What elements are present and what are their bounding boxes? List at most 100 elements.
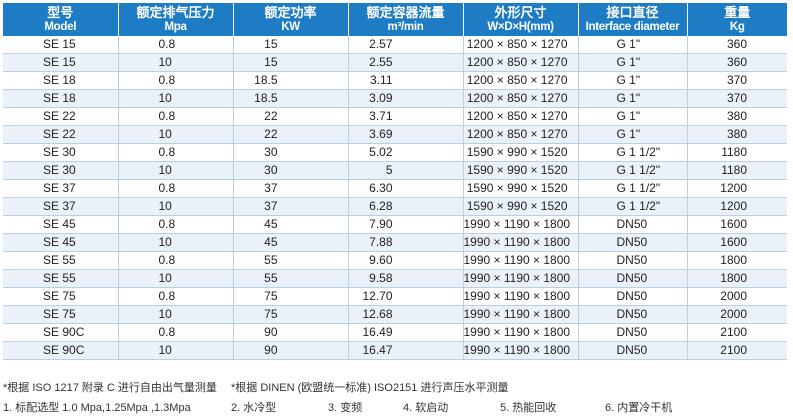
table-row: SE 90C 10 90 16.47 1990 × 1190 × 1800 DN50 210… [3,341,787,360]
cell-pressure: 10 [117,125,233,144]
cell-power: 22 [232,125,348,144]
cell-flow: 3.11 [347,71,463,90]
cell-model: SE 37 [3,179,118,198]
header-power-en: KW [281,20,300,33]
header-model-zh: 型号 [47,4,74,20]
cell-dimensions: 1590 × 990 × 1520 [462,161,578,180]
cell-power: 90 [232,341,348,360]
cell-power: 75 [232,305,348,324]
cell-weight: 360 [686,36,787,54]
cell-pressure: 10 [117,341,233,360]
cell-model: SE 15 [3,36,118,54]
cell-pressure: 0.8 [117,287,233,306]
cell-dimensions: 1990 × 1190 × 1800 [462,233,578,252]
cell-model: SE 37 [3,197,118,216]
cell-dimensions: 1590 × 990 × 1520 [462,143,578,162]
cell-model: SE 30 [3,161,118,180]
cell-dimensions: 1590 × 990 × 1520 [462,179,578,198]
cell-pressure: 0.8 [117,36,233,54]
cell-weight: 1800 [686,269,787,288]
cell-flow: 3.71 [347,107,463,126]
cell-dimensions: 1200 × 850 × 1270 [462,36,578,54]
footnote-line: *根据 ISO 1217 附录 C 进行自由出气量测量 *根据 DINEN (欧… [3,378,787,398]
table-row: SE 30 0.8 30 5.02 1590 × 990 × 1520 G 1 1/2" 1… [3,143,787,162]
cell-dimensions: 1990 × 1190 × 1800 [462,251,578,270]
cell-pressure: 0.8 [117,323,233,342]
cell-interface: G 1" [577,89,687,108]
header-pressure-en: Mpa [164,20,187,33]
header-flow-en: m³/min [387,20,424,33]
cell-dimensions: 1200 × 850 × 1270 [462,53,578,72]
header-dimensions: 外形尺寸 W×D×H(mm) [462,3,578,36]
cell-power: 45 [232,233,348,252]
cell-pressure: 0.8 [117,215,233,234]
cell-model: SE 22 [3,107,118,126]
cell-pressure: 0.8 [117,143,233,162]
feature-item: 5. 热能回收 [500,402,557,414]
table-row: SE 55 0.8 55 9.60 1990 × 1190 × 1800 DN50 1800 [3,251,787,270]
table-row: SE 15 0.8 15 2.57 1200 × 850 × 1270 G 1" 360 [3,36,787,54]
cell-interface: DN50 [577,233,687,252]
table-row: SE 37 0.8 37 6.30 1590 × 990 × 1520 G 1 1/2" 1… [3,179,787,198]
cell-model: SE 18 [3,89,118,108]
table-row: SE 22 0.8 22 3.71 1200 × 850 × 1270 G 1" 380 [3,107,787,126]
cell-weight: 360 [686,53,787,72]
cell-dimensions: 1990 × 1190 × 1800 [462,269,578,288]
cell-weight: 1600 [686,215,787,234]
cell-flow: 16.47 [347,341,463,360]
table-row: SE 55 10 55 9.58 1990 × 1190 × 1800 DN50 1800 [3,269,787,288]
cell-power: 30 [232,161,348,180]
feature-item: 4. 软启动 [403,402,449,414]
cell-power: 18.5 [232,89,348,108]
cell-model: SE 45 [3,233,118,252]
cell-interface: G 1" [577,71,687,90]
cell-interface: G 1" [577,36,687,54]
cell-model: SE 75 [3,287,118,306]
cell-interface: DN50 [577,323,687,342]
cell-flow: 5.02 [347,143,463,162]
table-row: SE 90C 0.8 90 16.49 1990 × 1190 × 1800 DN50 21… [3,323,787,342]
cell-flow: 7.88 [347,233,463,252]
header-flow-zh: 额定容器流量 [366,4,445,20]
header-interface-zh: 接口直径 [606,4,659,20]
notes: *根据 ISO 1217 附录 C 进行自由出气量测量 *根据 DINEN (欧… [3,378,787,418]
cell-flow: 2.55 [347,53,463,72]
cell-interface: DN50 [577,287,687,306]
cell-model: SE 55 [3,251,118,270]
cell-dimensions: 1990 × 1190 × 1800 [462,305,578,324]
cell-model: SE 90C [3,323,118,342]
cell-pressure: 0.8 [117,251,233,270]
cell-power: 45 [232,215,348,234]
cell-pressure: 10 [117,161,233,180]
footnote-iso2151: *根据 DINEN (欧盟统一标准) ISO2151 进行声压水平测量 [231,382,509,394]
header-weight-en: Kg [729,20,745,33]
spec-table-body: SE 15 0.8 15 2.57 1200 × 850 × 1270 G 1" 360 SE… [3,36,787,360]
cell-model: SE 22 [3,125,118,144]
cell-weight: 2100 [686,341,787,360]
feature-item: 2. 水冷型 [231,402,277,414]
cell-dimensions: 1200 × 850 × 1270 [462,107,578,126]
header-model-en: Model [44,20,77,33]
cell-pressure: 0.8 [117,179,233,198]
cell-interface: DN50 [577,215,687,234]
header-weight-zh: 重量 [724,4,751,20]
cell-weight: 1180 [686,143,787,162]
cell-pressure: 10 [117,89,233,108]
cell-interface: DN50 [577,251,687,270]
cell-interface: G 1" [577,53,687,72]
cell-model: SE 45 [3,215,118,234]
cell-weight: 1200 [686,179,787,198]
cell-power: 75 [232,287,348,306]
cell-flow: 6.28 [347,197,463,216]
header-pressure: 额定排气压力 Mpa [117,3,233,36]
table-row: SE 37 10 37 6.28 1590 × 990 × 1520 G 1 1/2" 12… [3,197,787,216]
cell-interface: G 1" [577,107,687,126]
cell-weight: 370 [686,89,787,108]
cell-power: 90 [232,323,348,342]
cell-power: 37 [232,179,348,198]
table-row: SE 75 10 75 12.68 1990 × 1190 × 1800 DN50 2000 [3,305,787,324]
cell-pressure: 0.8 [117,71,233,90]
header-pressure-zh: 额定排气压力 [136,4,215,20]
cell-dimensions: 1990 × 1190 × 1800 [462,323,578,342]
cell-model: SE 18 [3,71,118,90]
